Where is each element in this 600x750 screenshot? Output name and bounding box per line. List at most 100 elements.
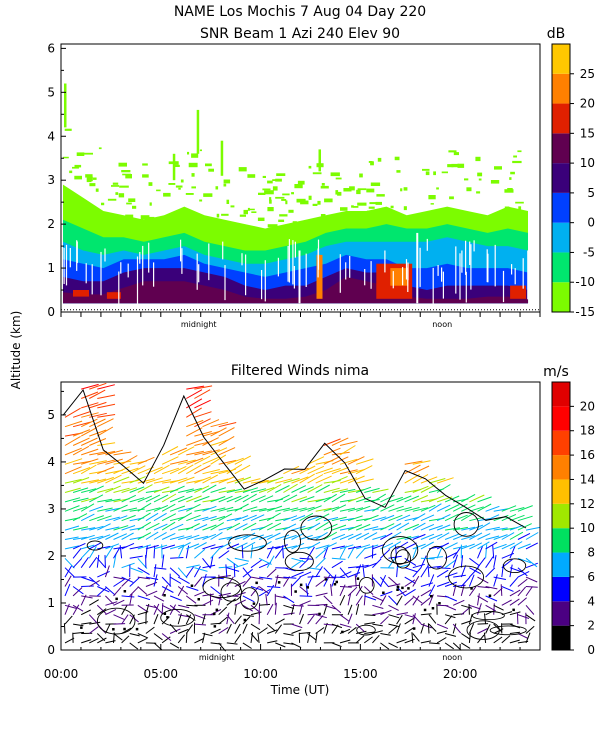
wind-marker-dot [163, 612, 167, 615]
wind-barb [202, 474, 219, 484]
wind-barb [113, 623, 126, 625]
wind-barb [356, 564, 369, 569]
wind-barb [468, 613, 473, 625]
wind-contour-cell [240, 587, 259, 610]
wind-barb [137, 586, 148, 595]
wind-barb [509, 531, 524, 540]
snr-gap [136, 256, 139, 307]
wind-barb [275, 478, 293, 484]
wind-barb [348, 584, 360, 587]
wind-marker-dot [123, 590, 127, 593]
wind-barb [364, 544, 379, 550]
snr-speckle [457, 163, 465, 168]
wind-barb [380, 532, 393, 540]
winds-colorbar-band [552, 455, 570, 480]
wind-barb [202, 524, 217, 531]
wind-barb [129, 465, 146, 475]
snr-title-line-1: NAME Los Mochis 7 Aug 04 Day 220 [174, 4, 426, 20]
snr-gap [63, 247, 65, 284]
winds-colorbar-tick-label: 14 [580, 472, 595, 486]
winds-ytick-label: 1 [47, 596, 55, 610]
wind-marker-dot [333, 583, 337, 586]
wind-barb [331, 493, 346, 503]
wind-barb [218, 526, 233, 531]
wind-barb [161, 467, 180, 475]
wind-barb [477, 603, 482, 615]
snr-speckle [453, 152, 459, 156]
wind-barb [202, 632, 206, 644]
wind-barb [186, 564, 200, 569]
wind-barb [186, 457, 204, 465]
wind-barb [250, 604, 261, 613]
snr-gap [486, 249, 488, 283]
wind-barb [444, 614, 456, 619]
wind-barb [202, 419, 220, 428]
wind-barb [202, 533, 217, 540]
winds-xtick-label: 10:00 [243, 667, 278, 681]
wind-barb [501, 586, 514, 592]
wind-barb [323, 468, 341, 475]
winds-panel: 0 1 2 3 4 5 00:00 05:00 10:00 15:00 20:00 midnigh… [44, 381, 541, 681]
winds-colorbar-band [552, 625, 570, 650]
wind-barb [436, 623, 449, 630]
wind-barb [355, 635, 365, 644]
wind-barb [412, 543, 426, 550]
wind-barb [291, 623, 303, 629]
wind-barb [153, 544, 168, 550]
wind-barb [72, 542, 86, 550]
wind-barb [275, 576, 288, 579]
snr-speckle [175, 185, 183, 188]
wind-barb [81, 576, 94, 582]
wind-barb [483, 632, 487, 643]
wind-barb [468, 623, 475, 634]
wind-barb [364, 532, 378, 540]
snr-colorbar-band [552, 222, 570, 253]
wind-barb [129, 497, 145, 503]
wind-barb [436, 513, 451, 522]
snr-speckle [490, 180, 500, 184]
wind-barb [242, 493, 257, 503]
wind-barb [412, 633, 420, 642]
wind-barb [177, 446, 195, 456]
wind-barb [250, 632, 254, 643]
winds-ytick-label: 5 [47, 408, 55, 422]
winds-colorbar-band [552, 576, 570, 602]
wind-barb [177, 585, 185, 597]
wind-barb [233, 563, 236, 578]
wind-barb [493, 543, 507, 550]
wind-barb [97, 426, 114, 437]
wind-barb [396, 495, 412, 503]
wind-barb [388, 595, 398, 606]
wind-barb [81, 595, 93, 599]
wind-barb [97, 515, 112, 522]
snr-hotspots [73, 254, 527, 299]
wind-barb [275, 618, 285, 625]
winds-colorbar-tick-label: 6 [587, 570, 595, 584]
wind-barb [80, 418, 98, 428]
wind-barb [348, 545, 362, 550]
snr-speckle [98, 147, 102, 150]
wind-barb [509, 589, 521, 597]
wind-barb [226, 598, 236, 606]
wind-barb [283, 545, 298, 550]
wind-barb [97, 534, 111, 540]
wind-barb [339, 507, 356, 512]
wind-barb [226, 517, 242, 522]
wind-marker-dot [112, 628, 115, 631]
wind-barb [404, 597, 414, 606]
wind-marker-dot [407, 587, 410, 590]
wind-barb [185, 614, 192, 625]
wind-barb [218, 495, 233, 503]
wind-barb [347, 456, 365, 465]
wind-marker-dot [299, 583, 303, 587]
wind-contour-cell [453, 512, 479, 537]
wind-barb [250, 514, 265, 522]
wind-contour-cell [96, 607, 136, 635]
wind-barb [153, 523, 168, 531]
wind-barb [493, 574, 498, 587]
snr-gap [198, 264, 200, 283]
wind-barb [210, 515, 226, 522]
wind-barb [266, 512, 281, 522]
wind-barb [509, 545, 516, 559]
wind-barb [291, 571, 304, 578]
